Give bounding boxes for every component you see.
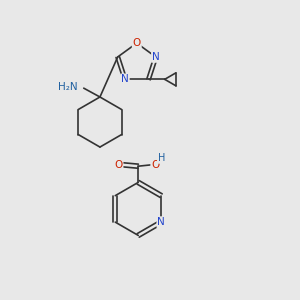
Text: O: O	[151, 160, 159, 170]
Text: H₂N: H₂N	[58, 82, 77, 92]
Text: N: N	[152, 52, 160, 62]
Text: N: N	[121, 74, 129, 84]
Text: H: H	[158, 153, 165, 163]
Text: N: N	[157, 217, 165, 227]
Text: O: O	[133, 38, 141, 48]
Text: O: O	[114, 160, 123, 170]
